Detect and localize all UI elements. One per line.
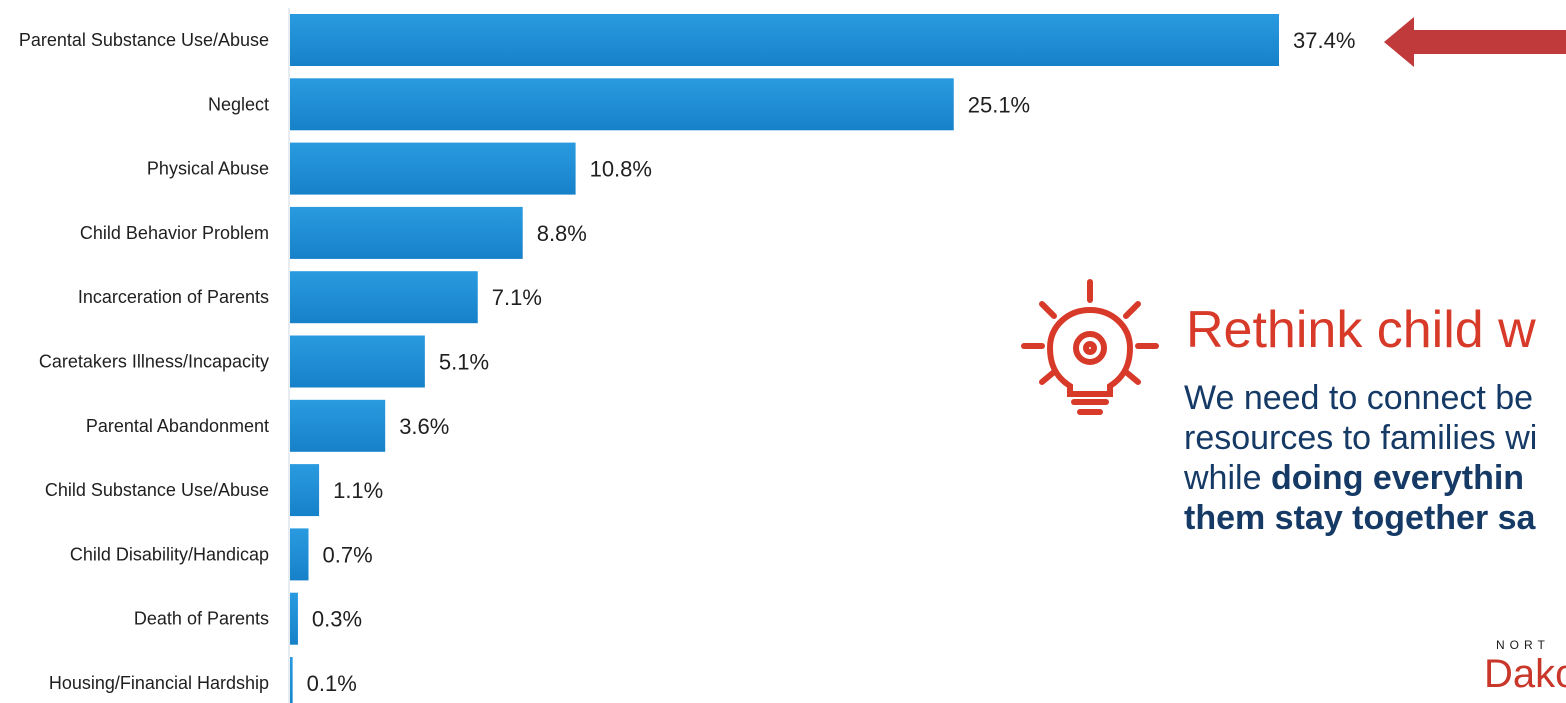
bar [290,528,309,581]
category-label: Neglect [208,94,269,114]
bar [290,206,523,259]
callout-body-line: them stay together sa [1184,498,1566,538]
category-label: Caretakers Illness/Incapacity [39,352,269,372]
value-label: 0.7% [323,542,373,567]
callout-body-text: while [1184,459,1271,497]
value-label: 25.1% [968,92,1030,117]
value-label: 3.6% [399,414,449,439]
value-label: 5.1% [439,350,489,375]
category-label: Child Substance Use/Abuse [45,480,269,500]
value-label: 8.8% [537,221,587,246]
value-label: 1.1% [333,478,383,503]
value-label: 0.3% [312,607,362,632]
logo-top-text: NORT [1496,638,1550,652]
category-label: Housing/Financial Hardship [49,673,269,693]
bar [290,142,576,195]
callout-title: Rethink child w [1186,301,1536,359]
logo-main-text: Dako [1484,652,1566,696]
category-label: Death of Parents [134,609,269,629]
bar [290,14,1279,66]
north-dakota-logo: NORT Dako [1484,636,1566,703]
bar [290,592,298,645]
bar [290,657,293,703]
callout-body-bold: them stay together sa [1184,499,1536,537]
category-label: Parental Abandonment [86,416,269,436]
category-label: Child Disability/Handicap [70,544,269,564]
callout-body: We need to connect be resources to famil… [1184,378,1566,538]
red-arrow-annotation [1384,17,1566,67]
bar [290,271,478,324]
category-label: Physical Abuse [147,159,269,179]
bar [290,399,386,452]
value-label: 0.1% [307,671,357,696]
callout-body-line: We need to connect be [1184,379,1534,417]
callout-body-bold: doing everythin [1270,459,1525,497]
bar [290,464,320,517]
bar [290,335,425,388]
category-label: Child Behavior Problem [80,223,269,243]
category-label: Incarceration of Parents [78,287,269,307]
value-label: 10.8% [590,157,652,182]
category-label: Parental Substance Use/Abuse [19,30,269,50]
callout-body-line: while doing everythin [1184,458,1566,498]
rethink-callout: Rethink child w We need to connect be re… [1020,278,1566,537]
lightbulb-gear-icon [1021,279,1159,415]
value-label: 37.4% [1293,28,1355,53]
bar [290,78,954,131]
callout-body-line: resources to families wi [1184,419,1538,457]
value-label: 7.1% [492,285,542,310]
